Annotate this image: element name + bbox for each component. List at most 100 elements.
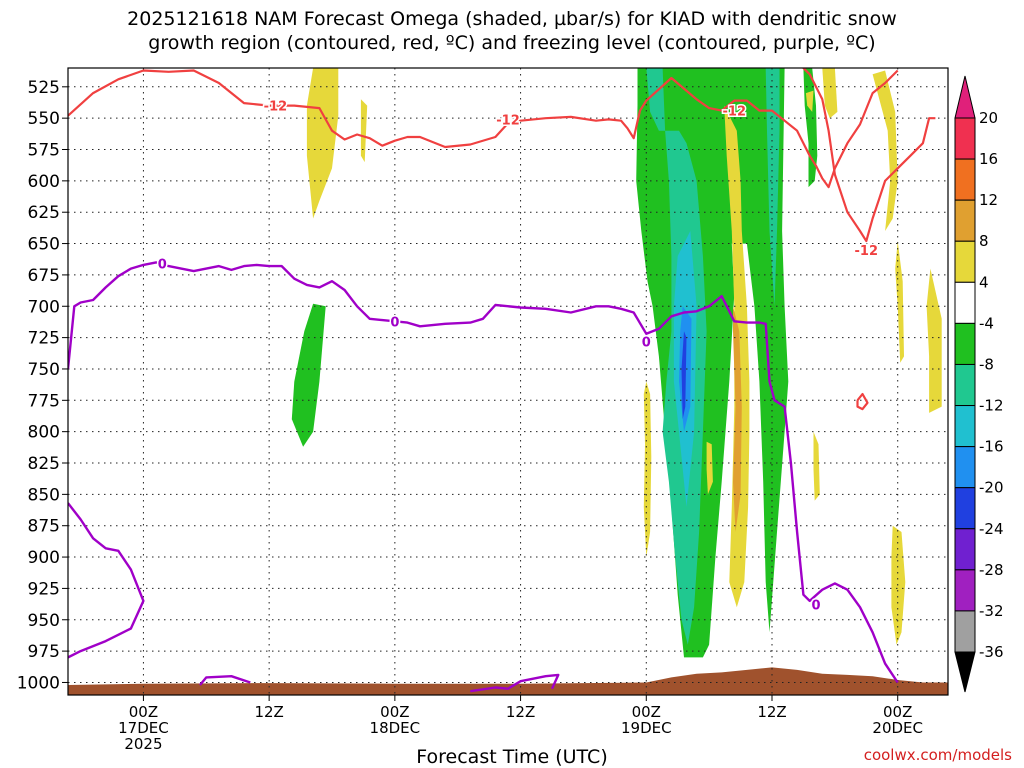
colorbar-swatch bbox=[954, 281, 976, 324]
colorbar: 20 16 12 8 4 -4 -8 -12 -16 -20 -24 -28 -32 -36 bbox=[954, 75, 1004, 693]
colorbar-swatch bbox=[954, 487, 976, 530]
x-tick-label: 00Z bbox=[380, 703, 409, 721]
site-credit: coolwx.com/models bbox=[863, 746, 1012, 764]
omega-region bbox=[872, 70, 898, 231]
y-tick-label: 950 bbox=[28, 611, 60, 631]
colorbar-swatch bbox=[954, 158, 976, 201]
contour-label: -12 bbox=[496, 113, 520, 128]
omega-region bbox=[765, 68, 780, 307]
y-tick-label: 650 bbox=[28, 235, 60, 255]
y-tick-label: 725 bbox=[28, 329, 60, 349]
omega-region bbox=[895, 241, 904, 363]
omega-shading-layer bbox=[291, 68, 942, 658]
y-tick-label: 850 bbox=[28, 485, 60, 505]
x-tick-label: 19DEC bbox=[621, 719, 672, 737]
y-tick-label: 550 bbox=[28, 109, 60, 129]
freezing-level-contour-line bbox=[68, 261, 899, 684]
omega-region bbox=[681, 331, 687, 420]
omega-region bbox=[291, 303, 326, 447]
colorbar-label: -24 bbox=[979, 520, 1004, 538]
colorbar-label: -28 bbox=[979, 561, 1004, 579]
colorbar-swatch bbox=[954, 199, 976, 242]
y-tick-label: 600 bbox=[28, 172, 60, 192]
colorbar-bottom-arrow bbox=[954, 651, 976, 693]
colorbar-swatch bbox=[954, 528, 976, 571]
contour-label: 0 bbox=[811, 599, 820, 614]
omega-region bbox=[926, 268, 942, 413]
y-tick-label: 525 bbox=[28, 78, 60, 98]
terrain-fill bbox=[68, 667, 948, 695]
colorbar-label: -32 bbox=[979, 602, 1004, 620]
terrain-layer bbox=[68, 667, 948, 695]
y-tick-label: 800 bbox=[28, 423, 60, 443]
colorbar-label: 8 bbox=[979, 232, 989, 250]
colorbar-swatch bbox=[954, 363, 976, 407]
y-tick-label: 1000 bbox=[17, 673, 60, 693]
colorbar-label: -36 bbox=[979, 643, 1004, 661]
y-tick-label: 975 bbox=[28, 642, 60, 662]
x-tick-label: 2025 bbox=[124, 735, 162, 753]
colorbar-swatch bbox=[954, 240, 976, 283]
colorbar-swatch bbox=[954, 446, 976, 489]
grid-layer bbox=[68, 68, 948, 695]
contour-layer bbox=[68, 68, 936, 693]
omega-region bbox=[805, 90, 814, 112]
colorbar-label: 20 bbox=[979, 109, 998, 127]
freezing-level-contour-line bbox=[68, 502, 145, 659]
x-tick-label: 12Z bbox=[757, 703, 786, 721]
dgz-contour-line bbox=[68, 69, 899, 189]
contour-label: -12 bbox=[855, 244, 879, 259]
x-tick-label: 00Z bbox=[129, 703, 158, 721]
x-tick-label: 00Z bbox=[632, 703, 661, 721]
x-tick-label: 12Z bbox=[506, 703, 535, 721]
omega-region bbox=[813, 431, 820, 501]
omega-region bbox=[636, 68, 789, 658]
omega-region bbox=[891, 525, 906, 645]
colorbar-label: -12 bbox=[979, 397, 1004, 415]
dgz-contour-line bbox=[856, 392, 869, 411]
omega-region bbox=[733, 306, 742, 532]
colorbar-swatch bbox=[954, 405, 976, 448]
dgz-contour-line bbox=[801, 68, 936, 243]
y-tick-label: 675 bbox=[28, 266, 60, 286]
y-tick-label: 875 bbox=[28, 517, 60, 537]
omega-region bbox=[643, 381, 652, 558]
colorbar-label: 16 bbox=[979, 150, 998, 168]
omega-region bbox=[822, 68, 838, 119]
y-tick-label: 750 bbox=[28, 360, 60, 380]
y-tick-label: 700 bbox=[28, 297, 60, 317]
colorbar-swatch bbox=[954, 569, 976, 612]
y-tick-label: 825 bbox=[28, 454, 60, 474]
x-tick-label: 18DEC bbox=[370, 719, 421, 737]
y-tick-label: 775 bbox=[28, 391, 60, 411]
contour-label: 0 bbox=[158, 258, 167, 273]
contour-label-layer: -12 -12 -12 -12 0 0 0 0 bbox=[156, 98, 879, 615]
colorbar-label: 12 bbox=[979, 191, 998, 209]
y-tick-label: 900 bbox=[28, 548, 60, 568]
contour-label: 0 bbox=[390, 315, 399, 330]
contour-label: -12 bbox=[723, 105, 747, 120]
x-tick-label: 20DEC bbox=[872, 719, 923, 737]
freezing-level-contour-line bbox=[470, 673, 560, 693]
plot-frame bbox=[67, 67, 949, 696]
chart-title-line1: 2025121618 NAM Forecast Omega (shaded, µ… bbox=[127, 8, 897, 30]
contour-label: -12 bbox=[264, 100, 288, 115]
contour-label: 0 bbox=[642, 335, 651, 350]
omega-region bbox=[360, 99, 368, 163]
colorbar-label: -20 bbox=[979, 479, 1004, 497]
x-tick-label: 00Z bbox=[883, 703, 912, 721]
y-axis: 525 550 575 600 625 650 675 700 725 750 775 800 825 8… bbox=[17, 78, 68, 693]
colorbar-top-arrow bbox=[954, 75, 976, 119]
omega-region bbox=[306, 68, 339, 219]
x-tick-label: 17DEC bbox=[118, 719, 169, 737]
colorbar-label: -16 bbox=[979, 438, 1004, 456]
colorbar-swatch bbox=[954, 322, 976, 365]
colorbar-swatch bbox=[954, 610, 976, 653]
y-tick-label: 625 bbox=[28, 203, 60, 223]
colorbar-label: -4 bbox=[979, 314, 994, 332]
y-tick-label: 575 bbox=[28, 141, 60, 161]
colorbar-label: 4 bbox=[979, 273, 989, 291]
x-axis-label: Forecast Time (UTC) bbox=[416, 746, 608, 768]
